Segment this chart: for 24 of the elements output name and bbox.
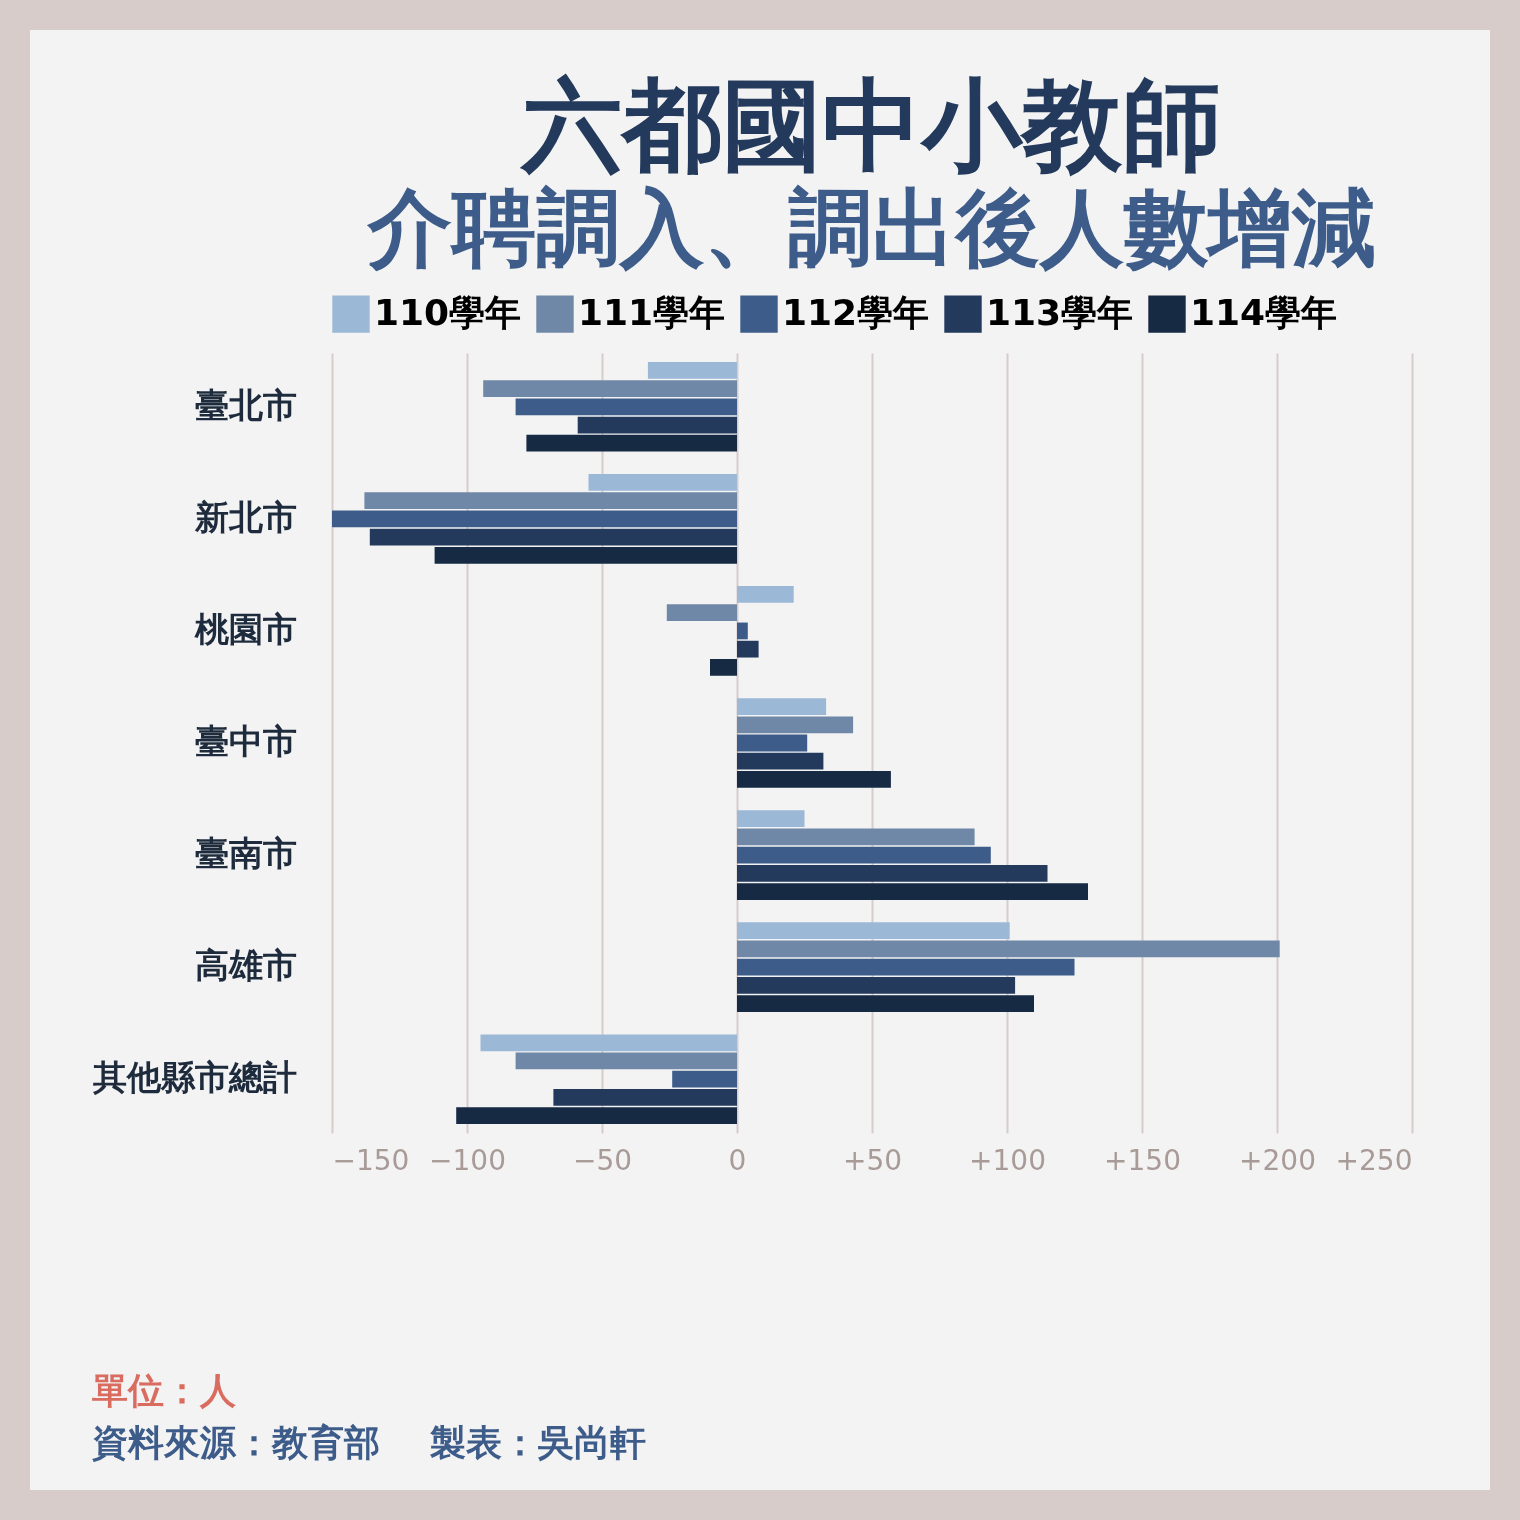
x-tick-label: −150 [332,1143,410,1177]
y-tick-label: 其他縣市總計 [91,1057,297,1098]
x-tick-label: +150 [1104,1143,1181,1177]
x-tick-label: −50 [572,1143,633,1177]
source-note: 資料來源：教育部 [92,1422,380,1463]
y-tick-label: 臺中市 [194,721,297,761]
y-tick-label: 臺南市 [194,833,297,874]
y-tick-label: 新北市 [193,496,297,537]
x-tick-label: −100 [429,1143,506,1177]
y-tick-label: 臺北市 [194,384,297,425]
text: 製表：吳尚軒 [430,1422,646,1463]
legend-label: 113學年 [986,292,1134,334]
legend-label: 110學年 [374,292,522,334]
legend-label: 114學年 [1190,292,1338,334]
x-tick-label: +200 [1239,1143,1316,1177]
x-tick-label: +250 [1335,1143,1413,1177]
legend-label: 112學年 [782,292,930,334]
x-tick-label: +50 [842,1143,903,1177]
y-tick-label: 高雄市 [194,945,297,986]
text: 單位：人 [92,1369,237,1413]
y-tick-label: 桃園市 [193,608,297,649]
x-tick-label: +100 [969,1143,1046,1177]
legend-label: 111學年 [578,292,726,334]
x-tick-label: 0 [728,1143,747,1177]
